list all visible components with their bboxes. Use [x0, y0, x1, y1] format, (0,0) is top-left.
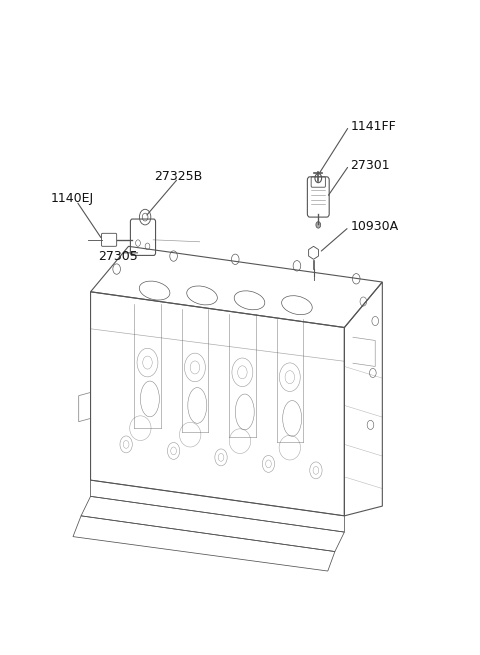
Text: 1140EJ: 1140EJ [50, 193, 93, 206]
Text: 10930A: 10930A [350, 220, 399, 233]
Text: 27325B: 27325B [155, 170, 203, 183]
Circle shape [316, 221, 321, 228]
Text: 27305: 27305 [97, 250, 137, 263]
Text: 1141FF: 1141FF [350, 120, 396, 133]
Text: 27301: 27301 [350, 159, 390, 172]
